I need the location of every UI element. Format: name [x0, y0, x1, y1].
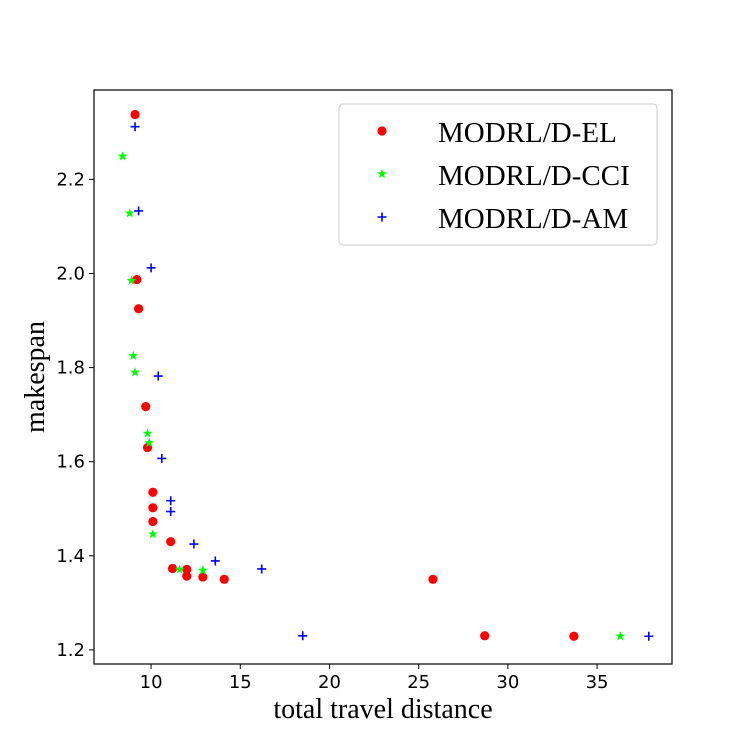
data-point: [147, 528, 158, 539]
data-point: [142, 428, 153, 438]
x-tick-label: 25: [407, 672, 430, 693]
data-point: [615, 631, 626, 641]
plot-frame: [93, 89, 673, 665]
legend-markers: [377, 126, 387, 222]
data-point: [189, 539, 199, 549]
legend-label-modrl-d-cci: MODRL/D-CCI: [438, 160, 630, 192]
y-tick-label: 2.2: [56, 169, 85, 190]
data-point: [166, 496, 176, 506]
data-point: [130, 122, 140, 132]
data-point: [128, 350, 139, 361]
data-point: [174, 564, 185, 574]
data-point: [644, 631, 654, 641]
data-point: [166, 537, 176, 547]
data-point: [126, 275, 137, 285]
data-point: [166, 507, 176, 517]
data-point: [198, 572, 208, 582]
data-point: [298, 631, 308, 641]
y-tick-label: 1.6: [56, 452, 85, 473]
x-tick-label: 15: [229, 672, 252, 693]
legend-marker-modrl-d-am: [377, 212, 387, 222]
legend-marker-modrl-d-cci: [377, 168, 387, 179]
legend: MODRL/D-EL MODRL/D-CCI MODRL/D-AM: [338, 103, 658, 246]
legend-marker-modrl-d-el: [377, 126, 387, 136]
y-tick-label: 1.4: [56, 546, 85, 567]
series-modrl-d-el: [130, 109, 579, 641]
y-tick-label: 2.0: [56, 263, 85, 284]
data-point: [167, 563, 178, 574]
x-tick-label: 30: [496, 672, 519, 693]
x-tick-label: 20: [318, 672, 341, 693]
data-point: [257, 564, 267, 574]
data-point: [148, 503, 158, 513]
x-axis-ticks: 10 15 20 25 30 35: [140, 664, 609, 693]
x-tick-label: 10: [140, 672, 163, 693]
data-point: [197, 565, 208, 575]
x-tick-label: 35: [586, 672, 609, 693]
y-axis-title: makespan: [20, 321, 51, 433]
data-point: [141, 402, 151, 412]
data-point: [130, 109, 140, 120]
data-point: [569, 631, 579, 641]
data-point: [480, 631, 490, 641]
y-tick-label: 1.8: [56, 358, 85, 379]
legend-box: [338, 103, 658, 246]
y-tick-label: 1.2: [56, 640, 85, 661]
data-point: [157, 453, 167, 463]
data-point: [146, 263, 156, 273]
data-point: [428, 574, 438, 584]
data-point: [144, 437, 155, 448]
data-marks: [117, 109, 654, 641]
data-point: [182, 564, 192, 575]
data-point: [153, 371, 163, 381]
data-point: [182, 571, 192, 581]
data-point: [130, 367, 140, 377]
data-point: [148, 516, 158, 527]
data-point: [148, 487, 158, 497]
data-point: [210, 556, 220, 566]
legend-label-modrl-d-am: MODRL/D-AM: [438, 203, 628, 235]
x-axis-title: total travel distance: [273, 694, 492, 725]
data-point: [117, 151, 128, 161]
data-point: [134, 206, 144, 216]
data-point: [132, 275, 142, 285]
data-point: [219, 574, 229, 584]
data-point: [124, 208, 135, 218]
series-modrl-d-am: [130, 122, 654, 641]
data-point: [133, 304, 144, 314]
series-modrl-d-cci: [117, 151, 626, 641]
legend-label-modrl-d-el: MODRL/D-EL: [438, 117, 617, 149]
y-axis-ticks: 1.2 1.4 1.6 1.8 2.0 2.2: [56, 169, 94, 661]
